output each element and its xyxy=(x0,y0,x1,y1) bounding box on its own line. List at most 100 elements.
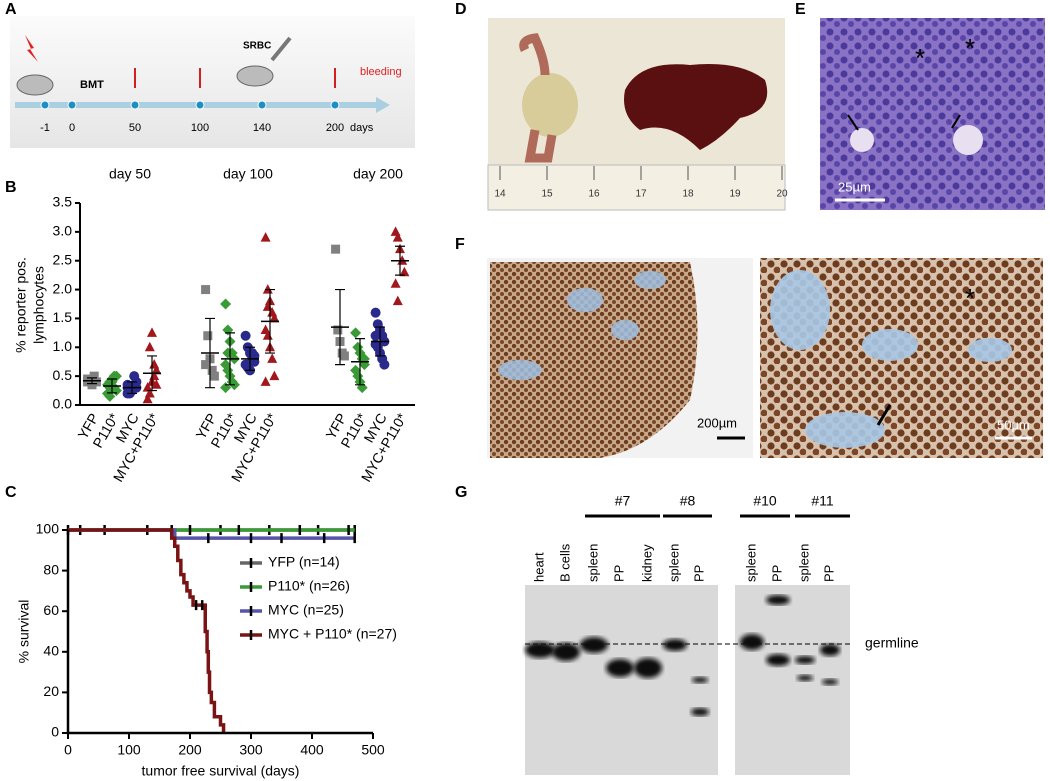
survival-line xyxy=(68,528,226,733)
arrow xyxy=(876,404,892,426)
band xyxy=(692,677,708,683)
y-tick-label: 60 xyxy=(43,602,59,618)
group-label: #8 xyxy=(680,493,696,509)
lane-label: PP xyxy=(691,565,706,582)
y-tick-label: 2.5 xyxy=(53,251,73,267)
arrow xyxy=(847,114,859,131)
point xyxy=(144,341,155,352)
organ xyxy=(522,73,578,137)
legend-label: YFP (n=14) xyxy=(268,554,340,570)
lane-label: B cells xyxy=(557,543,572,582)
scale-label: 200µm xyxy=(697,415,737,430)
y-tick-label: 40 xyxy=(43,643,59,659)
point xyxy=(151,364,162,375)
timeline-panel: BMT SRBC bleeding days -1 0 50 100 140 200 xyxy=(10,16,415,148)
error-bar xyxy=(127,381,137,395)
ruler-label: 15 xyxy=(541,189,553,200)
panel-label: A xyxy=(5,1,17,18)
timeline-box xyxy=(10,16,415,148)
lane-label: heart xyxy=(531,552,546,582)
band xyxy=(634,658,662,678)
band xyxy=(606,659,634,677)
ruler xyxy=(487,164,786,211)
point xyxy=(89,371,99,381)
point xyxy=(129,371,140,382)
point xyxy=(370,330,381,341)
timeline-dot xyxy=(67,100,77,110)
band xyxy=(552,643,580,661)
error-bar xyxy=(395,245,405,276)
band xyxy=(820,644,840,656)
asterisk: * xyxy=(965,283,975,313)
band xyxy=(822,679,838,685)
chart-b: 0.0 0.5 1.0 1.5 2.0 2.5 3.0 3.5 % reporter pos. l… xyxy=(13,166,415,485)
y-tick-label: 1.0 xyxy=(53,338,73,354)
timeline-label: 0 xyxy=(69,122,75,134)
group-label: #11 xyxy=(811,493,834,509)
timeline-label: 140 xyxy=(253,122,271,134)
ruler-label: 20 xyxy=(776,189,788,200)
bleeding-arrows xyxy=(134,68,336,88)
tissue xyxy=(490,262,698,458)
x-tick-label: 300 xyxy=(239,742,263,758)
lane-label: spleen xyxy=(743,544,758,582)
error-bar xyxy=(245,346,255,371)
band xyxy=(580,637,608,653)
band xyxy=(795,656,815,664)
error-bar xyxy=(107,378,117,394)
point xyxy=(333,325,343,335)
event-label: BMT xyxy=(80,79,104,91)
lane-label: PP xyxy=(769,565,784,582)
point xyxy=(207,365,217,375)
timeline-ticks: -1 0 50 100 140 200 xyxy=(40,100,344,134)
x-axis-label: tumor free survival (days) xyxy=(142,763,300,779)
panel-label: G xyxy=(455,484,467,501)
y-tick-label: 2.0 xyxy=(53,280,73,296)
error-bar xyxy=(87,377,97,385)
panel-label: F xyxy=(455,236,465,253)
y-tick-label: 3.5 xyxy=(53,194,73,210)
photo-f: 200µm * 50µm xyxy=(487,258,1043,458)
error-bar xyxy=(225,332,235,386)
error-bar xyxy=(265,288,275,354)
group-label: day 50 xyxy=(109,166,151,182)
photo-d: 14 15 16 17 18 19 20 xyxy=(487,18,788,211)
x-tick-label: 200 xyxy=(178,742,202,758)
timeline-unit: days xyxy=(350,122,374,134)
group-label: #10 xyxy=(753,493,777,509)
point xyxy=(151,379,162,389)
point xyxy=(142,393,153,404)
y-tick-label: 3.0 xyxy=(53,223,73,239)
point xyxy=(390,278,401,288)
lane-label: spleen xyxy=(666,544,681,582)
y-tick-label: 0.0 xyxy=(53,396,73,412)
band xyxy=(766,595,790,605)
y-tick-label: 0.5 xyxy=(53,367,73,383)
x-tick-label: 0 xyxy=(64,742,72,758)
mouse-icon xyxy=(16,74,54,96)
band xyxy=(525,642,555,658)
legend-label: MYC + P110* (n=27) xyxy=(268,626,397,642)
point xyxy=(142,382,153,392)
point xyxy=(392,295,403,306)
point xyxy=(83,374,93,384)
lane-label: spleen xyxy=(796,544,811,582)
timeline-label: 50 xyxy=(129,122,141,134)
point xyxy=(267,353,278,363)
blot-panel: germline heart B cells spleen PP kidney splee… xyxy=(525,493,919,775)
band-label: germline xyxy=(865,635,919,651)
error-bar xyxy=(205,317,215,389)
ruler-label: 19 xyxy=(729,189,741,200)
scale-label: 25µm xyxy=(838,179,871,194)
timeline-dot xyxy=(195,100,205,110)
lane-label: spleen xyxy=(585,544,600,582)
timeline-label: -1 xyxy=(40,122,50,134)
point xyxy=(399,266,410,277)
group-label: day 200 xyxy=(353,166,403,182)
band xyxy=(766,654,790,666)
legend-label: P110* (n=26) xyxy=(268,578,350,594)
ruler-label: 17 xyxy=(635,189,647,200)
point xyxy=(147,327,157,337)
group-label: #7 xyxy=(615,493,631,509)
